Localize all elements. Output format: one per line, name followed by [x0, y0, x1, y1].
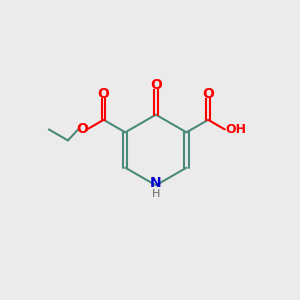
- Text: O: O: [98, 87, 109, 100]
- Text: O: O: [76, 122, 88, 136]
- Text: H: H: [152, 189, 160, 199]
- Text: O: O: [202, 87, 214, 100]
- Text: N: N: [150, 176, 162, 190]
- Text: OH: OH: [225, 123, 246, 136]
- Text: O: O: [150, 78, 162, 92]
